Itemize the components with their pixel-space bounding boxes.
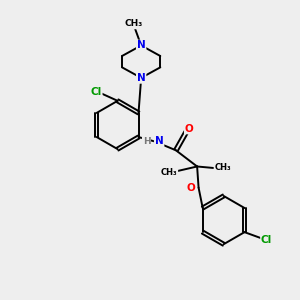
Text: H: H bbox=[143, 137, 150, 146]
Text: Cl: Cl bbox=[91, 87, 102, 97]
Text: N: N bbox=[155, 136, 164, 146]
Text: Cl: Cl bbox=[261, 235, 272, 245]
Text: CH₃: CH₃ bbox=[161, 168, 178, 177]
Text: N: N bbox=[137, 73, 146, 83]
Text: O: O bbox=[187, 183, 196, 193]
Text: N: N bbox=[137, 40, 146, 50]
Text: O: O bbox=[185, 124, 194, 134]
Text: CH₃: CH₃ bbox=[125, 20, 143, 28]
Text: CH₃: CH₃ bbox=[214, 164, 231, 172]
